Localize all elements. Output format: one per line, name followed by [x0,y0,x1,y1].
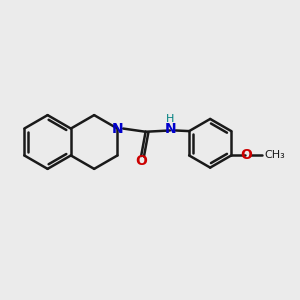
Text: N: N [165,122,176,136]
Text: H: H [167,114,175,124]
Text: O: O [240,148,252,162]
Text: CH₃: CH₃ [264,150,285,161]
Text: N: N [112,122,123,136]
Text: O: O [135,154,147,168]
